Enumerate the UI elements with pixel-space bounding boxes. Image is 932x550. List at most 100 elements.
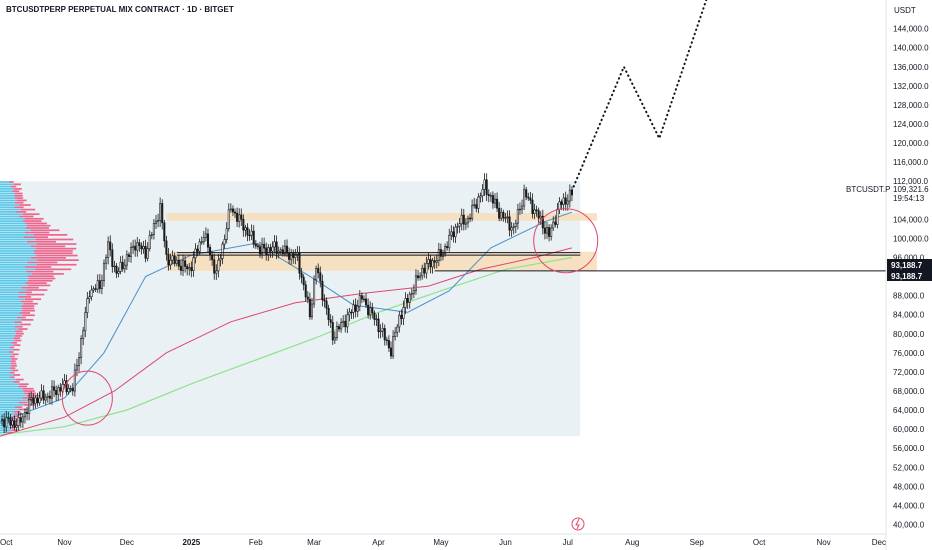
- y-tick-label: 144,000.0: [893, 25, 929, 34]
- profile-bar-pink: [35, 238, 74, 241]
- candle-body: [518, 208, 521, 211]
- overlay-layer: [61, 0, 886, 426]
- profile-bar-pink: [26, 293, 45, 296]
- profile-bar-pink: [16, 199, 27, 202]
- profile-bar-blue: [0, 185, 11, 188]
- profile-bar-blue: [0, 229, 31, 232]
- candle-body: [9, 417, 12, 426]
- candle-body: [140, 245, 143, 250]
- candle-body: [59, 387, 62, 392]
- profile-bar-blue: [0, 188, 15, 190]
- candle-body: [117, 271, 120, 274]
- profile-bar-pink: [30, 245, 66, 248]
- profile-bar-blue: [0, 325, 15, 328]
- candle-body: [173, 255, 176, 264]
- profile-bar-blue: [0, 346, 10, 349]
- profile-bar-blue: [0, 194, 15, 197]
- candle-body: [186, 266, 189, 270]
- price-axis[interactable]: 40,000.0 44,000.0 48,000.0 52,000.0 56,000.0…: [893, 25, 929, 530]
- candle-body: [223, 239, 226, 245]
- candle-body: [342, 320, 345, 323]
- candle-body: [523, 189, 526, 207]
- candle-body: [150, 234, 153, 236]
- profile-bar-blue: [0, 270, 27, 273]
- profile-bar-pink: [11, 341, 17, 344]
- candle-body: [552, 221, 555, 229]
- candle-body: [244, 227, 247, 231]
- profile-bar-pink: [12, 369, 19, 372]
- profile-bar-blue: [0, 291, 19, 294]
- profile-bar-pink: [10, 185, 17, 188]
- time-axis[interactable]: Oct Nov Dec 2025 Feb Mar Apr May Jun Jul Aug Sep Oct…: [0, 538, 886, 547]
- profile-bar-blue: [0, 385, 19, 388]
- candle-body: [138, 242, 141, 247]
- profile-bar-blue: [0, 364, 12, 367]
- y-tick-label: 96,000.0: [893, 253, 925, 262]
- candle-body: [181, 260, 185, 271]
- candle-body: [394, 331, 397, 337]
- profile-bar-pink: [19, 215, 34, 218]
- candle-body: [464, 222, 467, 225]
- profile-bar-pink: [10, 360, 16, 363]
- profile-bar-pink: [20, 323, 31, 326]
- candle-body: [408, 293, 411, 303]
- profile-bar-pink: [10, 362, 17, 365]
- profile-bar-blue: [0, 397, 23, 399]
- profile-bar-blue: [0, 335, 15, 337]
- candle-body: [100, 280, 103, 289]
- candle-body: [385, 339, 388, 342]
- profile-bar-blue: [0, 302, 24, 305]
- candle-body: [167, 254, 170, 266]
- candle-body: [165, 240, 168, 255]
- candle-body: [242, 219, 245, 231]
- profile-bar-pink: [18, 328, 28, 330]
- candle-body: [371, 307, 374, 314]
- candle-body: [375, 318, 378, 321]
- candle-body: [192, 257, 195, 271]
- candle-body: [17, 417, 20, 426]
- profile-bar-blue: [0, 401, 19, 404]
- profile-bar-pink: [30, 256, 66, 259]
- profile-bar-blue: [0, 243, 37, 245]
- profile-bar-pink: [27, 261, 58, 264]
- profile-bar-blue: [0, 351, 10, 353]
- candle-body: [514, 222, 517, 227]
- profile-bar-blue: [0, 211, 16, 213]
- candle-body: [556, 208, 559, 225]
- candle-body: [487, 194, 490, 196]
- price-unit-label[interactable]: USDT: [894, 6, 916, 15]
- profile-bar-pink: [14, 192, 23, 195]
- profile-bar-blue: [0, 250, 34, 252]
- profile-bar-pink: [36, 254, 78, 257]
- candle-body: [236, 212, 239, 222]
- level-tag-2: [887, 270, 932, 281]
- profile-bar-pink: [34, 268, 72, 271]
- profile-bar-blue: [0, 296, 19, 298]
- candle-body: [387, 340, 390, 349]
- candle-body: [396, 326, 399, 333]
- profile-bar-blue: [0, 282, 26, 284]
- profile-bar-pink: [14, 206, 24, 209]
- event-icon[interactable]: [571, 517, 585, 531]
- candle-body: [475, 204, 478, 209]
- profile-bar-blue: [0, 284, 28, 287]
- candle-body: [512, 226, 515, 229]
- profile-bar-blue: [0, 268, 35, 271]
- candle-body: [42, 390, 45, 401]
- candle-body: [84, 312, 87, 332]
- candle-body: [406, 298, 409, 303]
- profile-bar-blue: [0, 328, 19, 330]
- candle-body: [350, 311, 353, 314]
- candle-body: [119, 261, 122, 272]
- candle-body: [169, 259, 172, 266]
- range-box: [0, 181, 581, 437]
- candle-body: [562, 197, 565, 205]
- profile-bar-pink: [24, 392, 37, 395]
- candle-body: [548, 227, 551, 237]
- candle-body: [163, 222, 166, 242]
- profile-bar-pink: [23, 220, 42, 222]
- candle-body: [300, 272, 303, 278]
- profile-bar-blue: [0, 371, 10, 374]
- profile-bar-blue: [0, 376, 10, 379]
